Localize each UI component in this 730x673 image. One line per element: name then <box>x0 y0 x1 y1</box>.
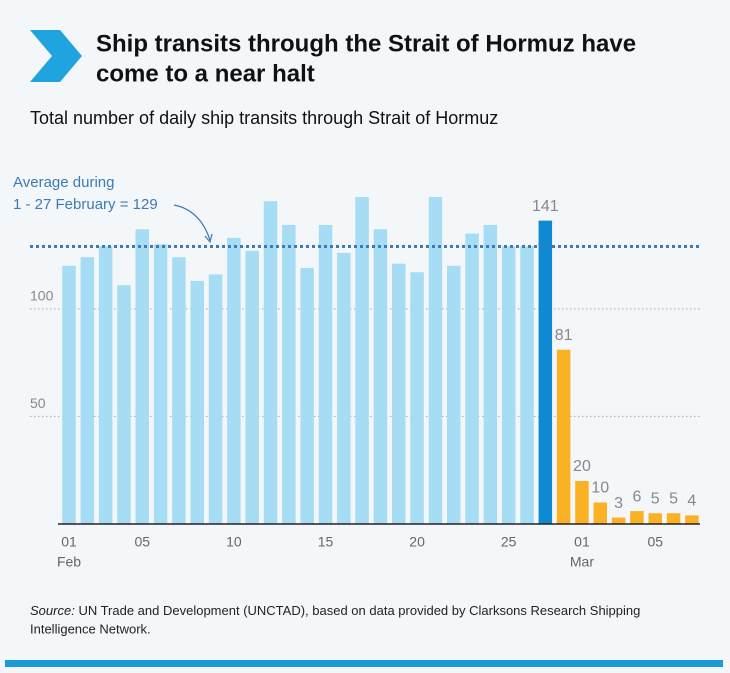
bar <box>410 272 424 524</box>
bar <box>666 513 681 524</box>
bar <box>117 285 131 524</box>
chart-title: Ship transits through the Strait of Horm… <box>96 30 636 57</box>
bar <box>483 224 498 524</box>
bar <box>153 244 168 524</box>
bar <box>428 196 443 524</box>
value-label: 81 <box>555 327 573 344</box>
bar <box>245 250 259 524</box>
x-tick-label: 10 <box>226 534 242 550</box>
annotation: Average during <box>13 174 114 191</box>
annotation: 1 - 27 February = 129 <box>13 196 158 213</box>
chart-title: come to a near halt <box>96 60 315 87</box>
x-tick-label: 05 <box>134 534 150 550</box>
x-tick-label: 01 <box>61 534 77 550</box>
source-text: UN Trade and Development (UNCTAD), based… <box>78 603 640 618</box>
bar <box>446 265 461 524</box>
bar <box>648 513 662 524</box>
annotation-arrowhead <box>204 233 213 244</box>
value-label: 141 <box>532 198 559 215</box>
x-tick-label: 01 <box>574 534 590 550</box>
x-month-label: Mar <box>570 554 594 570</box>
bar <box>538 220 553 525</box>
bar <box>300 267 314 524</box>
bar <box>355 196 369 524</box>
bar <box>593 502 608 524</box>
bar <box>392 263 406 524</box>
source-label: Source: <box>30 603 75 618</box>
bar <box>575 480 589 524</box>
bar <box>501 246 516 525</box>
x-tick-label: 25 <box>501 534 517 550</box>
bar <box>227 237 241 524</box>
annotation-arrow <box>173 204 211 241</box>
bar <box>611 517 626 524</box>
x-tick-label: 20 <box>409 534 425 550</box>
bar <box>190 280 204 524</box>
x-tick-label: 05 <box>647 534 663 550</box>
x-tick-label: 15 <box>318 534 334 550</box>
bar <box>172 257 186 524</box>
bar <box>373 229 388 524</box>
chevron-icon <box>30 30 82 82</box>
value-label: 5 <box>669 490 678 507</box>
bar <box>135 229 150 524</box>
bar <box>465 233 479 524</box>
value-label: 10 <box>591 480 609 497</box>
chart-subtitle: Total number of daily ship transits thro… <box>30 108 498 128</box>
value-label: 3 <box>614 495 623 512</box>
value-label: 4 <box>687 493 696 510</box>
bar <box>520 246 534 525</box>
value-label: 20 <box>573 458 591 475</box>
x-month-label: Feb <box>57 554 81 570</box>
bar <box>337 252 351 524</box>
bar <box>263 201 278 525</box>
source: Intelligence Network. <box>30 621 151 636</box>
bar <box>62 265 76 524</box>
bar <box>208 274 223 524</box>
y-tick-label: 100 <box>30 288 54 304</box>
bar <box>685 515 699 524</box>
footer-bar <box>5 660 723 667</box>
value-label: 5 <box>651 490 660 507</box>
bar <box>630 511 644 524</box>
bar <box>98 246 113 525</box>
bar <box>282 224 296 524</box>
bar <box>556 349 571 524</box>
bar <box>80 257 95 524</box>
bar <box>318 224 333 524</box>
value-label: 6 <box>632 488 641 505</box>
source: Source: UN Trade and Development (UNCTAD… <box>30 603 640 618</box>
y-tick-label: 50 <box>30 395 46 411</box>
